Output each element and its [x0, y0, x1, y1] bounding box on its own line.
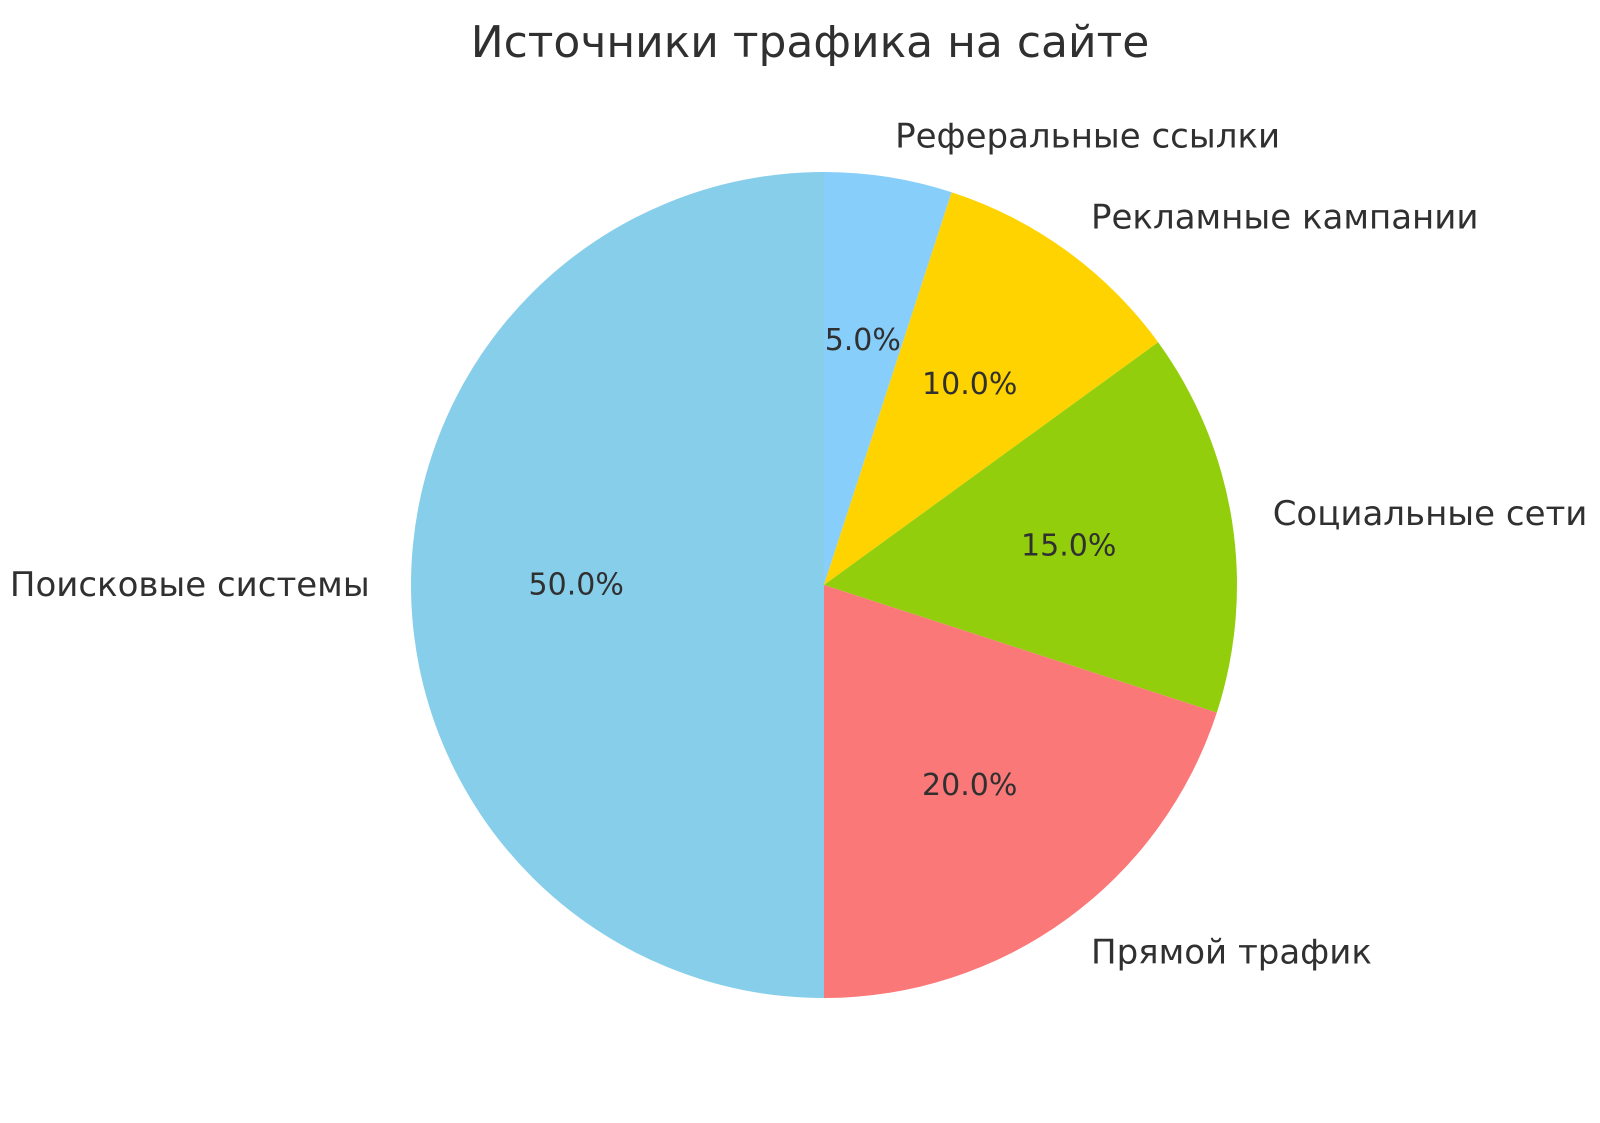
pie-pct-label-1: 10.0% [922, 367, 1017, 402]
chart-title: Источники трафика на сайте [471, 17, 1150, 68]
pie-slice-label-1: Рекламные кампании [1091, 198, 1478, 238]
pie-slice-label-3: Прямой трафик [1091, 933, 1372, 973]
pie-pct-label-2: 15.0% [1021, 529, 1116, 564]
pie-slice-label-2: Социальные сети [1273, 494, 1588, 534]
pie-slice-4 [411, 172, 824, 998]
pie-pct-label-3: 20.0% [922, 768, 1017, 803]
pie-slice-0 [824, 172, 952, 585]
pie-slice-3 [824, 585, 1217, 999]
pie-labels: 5.0% Реферальные ссылки 10.0% Рекламные кам… [10, 116, 1588, 972]
pie-pct-label-4: 50.0% [529, 568, 624, 603]
pie-slices [411, 172, 1238, 999]
pie-slice-1 [824, 192, 1159, 585]
pie-pct-label-0: 5.0% [825, 323, 901, 358]
pie-slice-2 [824, 342, 1238, 713]
pie-slice-label-4: Поисковые системы [10, 565, 370, 605]
pie-slice-label-0: Реферальные ссылки [895, 116, 1280, 156]
